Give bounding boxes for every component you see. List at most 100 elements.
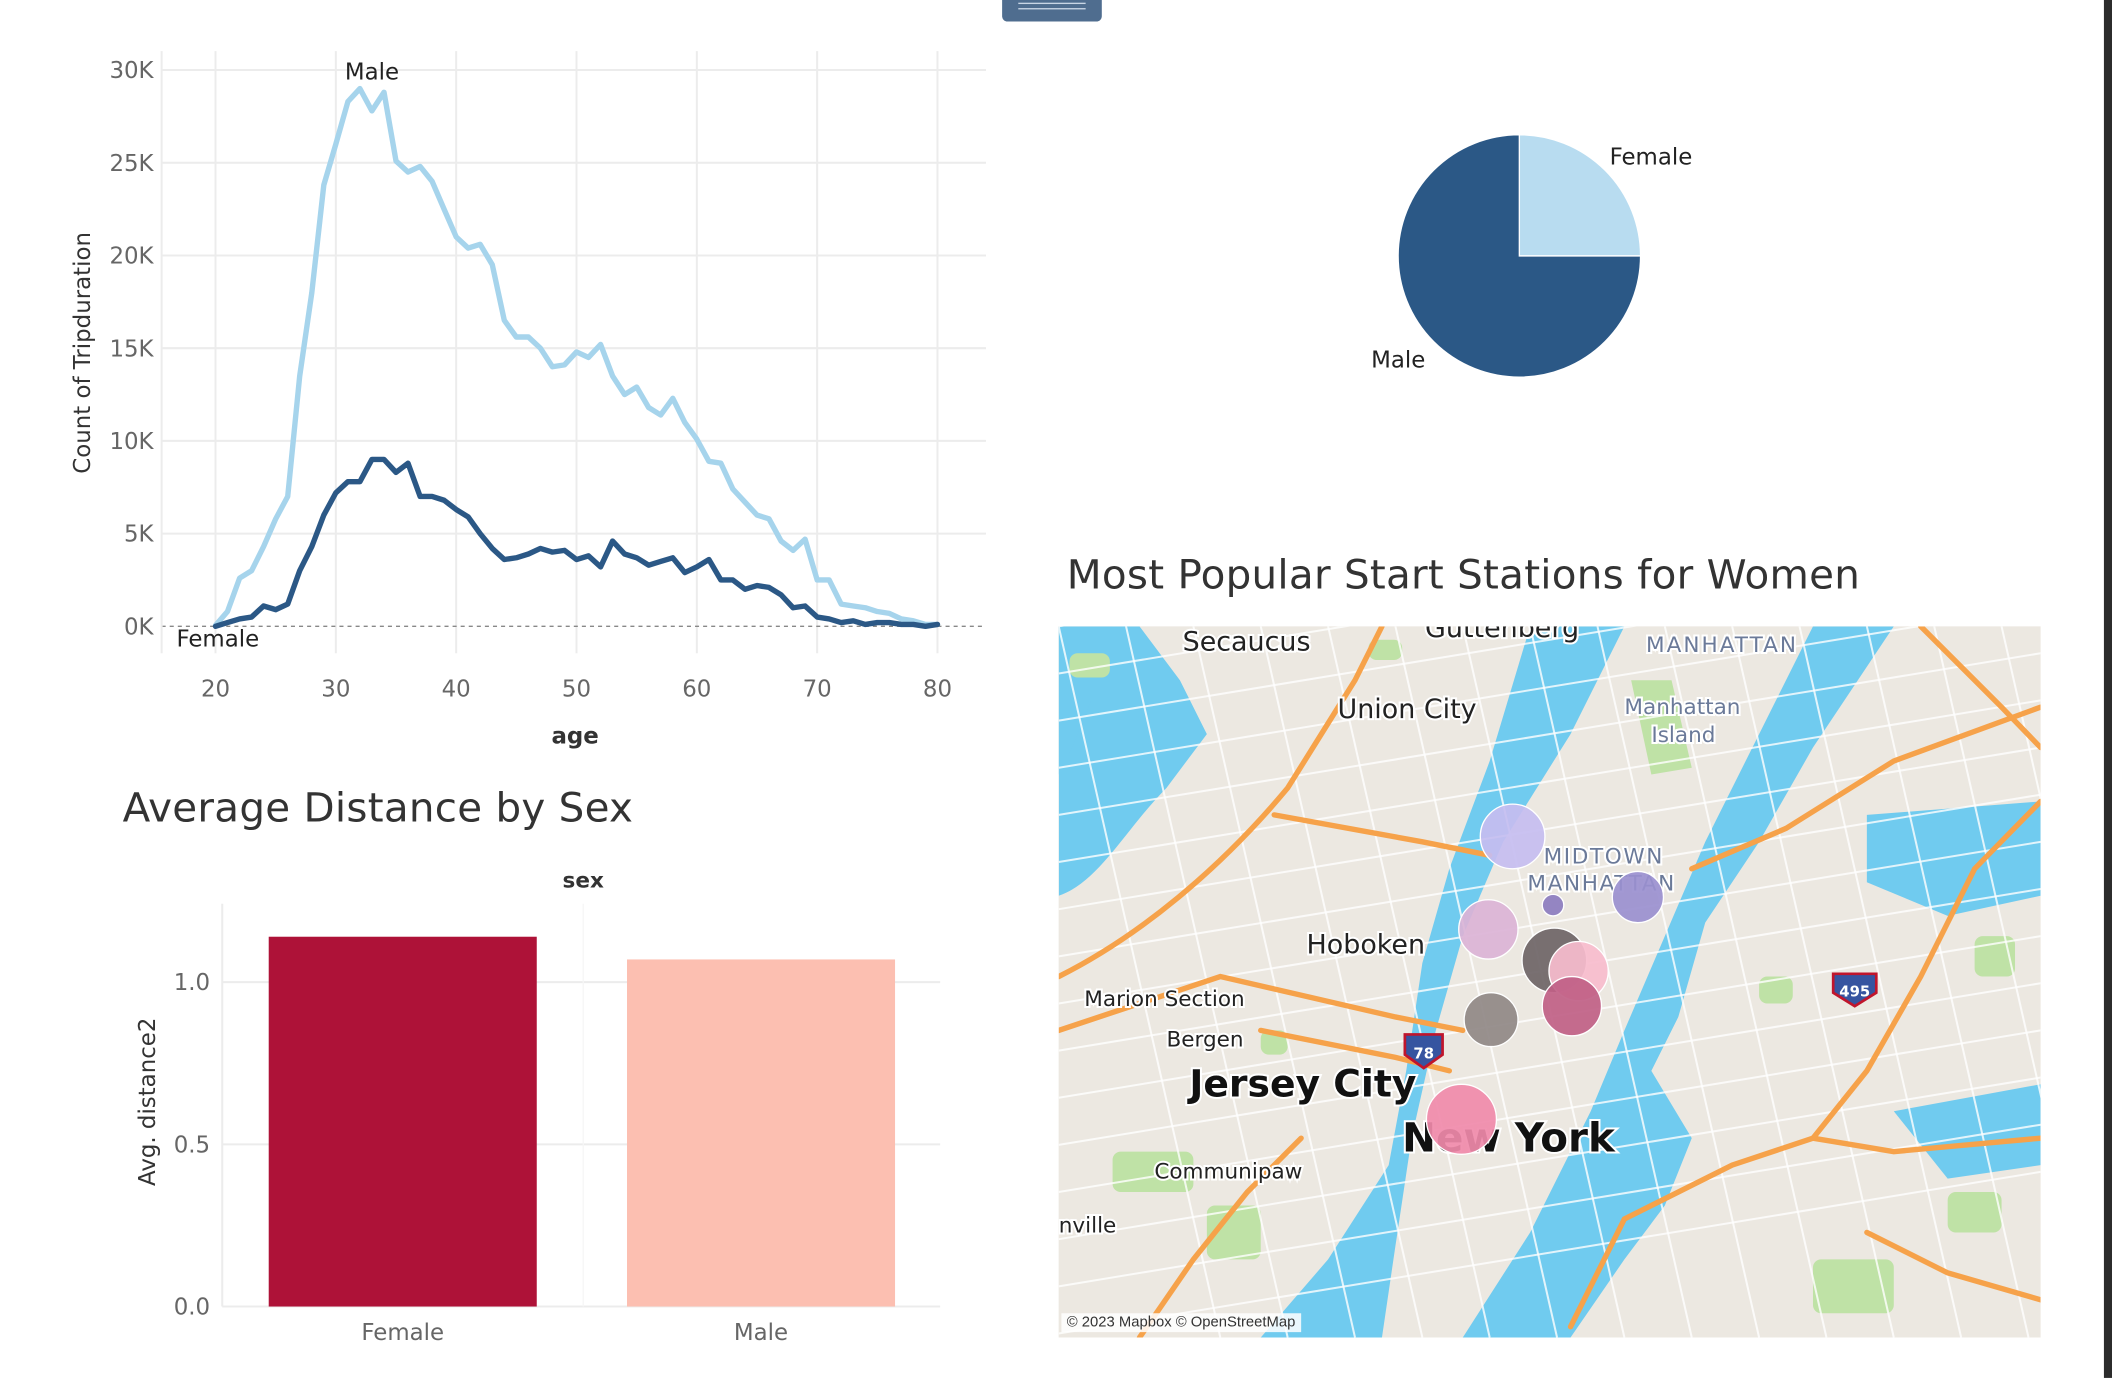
x-tick-label: 30 [321, 676, 350, 702]
pie-slice-male [1397, 134, 1642, 378]
station-marker [1611, 870, 1665, 924]
station-marker [1463, 992, 1519, 1048]
street [1058, 1170, 2041, 1335]
east-river-north [1590, 626, 1894, 1112]
station-marker [1458, 899, 1519, 960]
park [1947, 1192, 2002, 1233]
map-label-manhattan_island_2: Island [1651, 723, 1715, 748]
highway [1271, 812, 1493, 859]
map-label-hoboken: Hoboken [1307, 930, 1426, 961]
street [1865, 626, 2030, 1338]
interstate-78-shield [1403, 1033, 1444, 1070]
x-tick-label: 40 [442, 676, 471, 702]
park [1112, 1151, 1194, 1193]
map-label-communipaw: Communipaw [1154, 1160, 1302, 1185]
pie-slice-female [1518, 134, 1642, 257]
average-distance-bar-chart: sex 0.0 0.5 1.0 Avg. distance2 Female Male [135, 869, 941, 1346]
y-tick-label: 10K [109, 429, 154, 455]
street [1058, 626, 1638, 722]
street [1058, 1123, 2041, 1288]
x-tick-label: 80 [923, 676, 952, 702]
trip-count-by-age-line-chart: 20 30 40 50 60 70 80 0K 5K 10K 15K 20K 25K 30K age Coun… [70, 51, 986, 750]
map-label-midtown_1: MIDTOWN [1544, 844, 1664, 869]
series-line-female [212, 456, 941, 630]
bar-column-header: sex [563, 869, 604, 894]
highway [1567, 1135, 2041, 1330]
y-tick-label: 15K [109, 336, 154, 362]
y-tick-label: 0.0 [174, 1295, 210, 1321]
street [1058, 626, 1222, 1338]
highway [1689, 704, 2041, 872]
hudson-river [1260, 626, 1625, 1338]
y-tick-label: 5K [124, 522, 155, 548]
series-line-male [212, 85, 941, 629]
street [1058, 982, 2041, 1146]
highway [1136, 1135, 1304, 1338]
highway [1918, 626, 2041, 751]
bar-male [627, 959, 896, 1307]
newtown-creek [1893, 1084, 2041, 1179]
scrollbar-edge [2103, 0, 2112, 1378]
street [1529, 626, 1693, 1338]
map-attribution[interactable]: © 2023 Mapbox © OpenStreetMap [1061, 1313, 1301, 1333]
x-tick-label: Female [361, 1320, 444, 1346]
pie-label-male: Male [1371, 348, 1425, 374]
x-tick-label: 50 [562, 676, 591, 702]
y-tick-label: 1.0 [174, 970, 210, 996]
park [1812, 1259, 1894, 1314]
x-tick-label: 60 [682, 676, 711, 702]
y-tick-label: 25K [109, 151, 154, 177]
street [1259, 626, 1424, 1338]
map-label-marion_section: Marion Section [1084, 987, 1244, 1012]
street [1731, 626, 1895, 1338]
shield-78-label: 78 [1413, 1046, 1434, 1063]
sex-share-pie-chart: Female Male [1371, 134, 1692, 378]
map-label-bergen: Bergen [1166, 1028, 1243, 1053]
highway [1058, 973, 1466, 1034]
east-river-south [1462, 1070, 1692, 1338]
street [1058, 793, 2041, 958]
street [1058, 626, 1352, 675]
map-label-union_city: Union City [1338, 694, 1477, 725]
interstate-495-shield [1831, 972, 1878, 1008]
street [1058, 699, 2041, 864]
shield-495-label: 495 [1839, 984, 1870, 1001]
map-label-guttenberg: Guttenberg [1425, 626, 1579, 644]
y-tick-label: 0K [124, 614, 155, 640]
bar-chart-title: Average Distance by Sex [122, 785, 634, 833]
station-marker [1479, 803, 1546, 870]
park [1759, 976, 1793, 1004]
highway [1810, 798, 2041, 1141]
street [1192, 626, 1357, 1338]
street [1058, 652, 2041, 816]
street [1058, 626, 1925, 769]
street [1663, 626, 1828, 1338]
x-axis-title: age [551, 724, 598, 750]
y-axis-title: Avg. distance2 [135, 1018, 161, 1186]
map-label-jersey_city: Jersey City [1186, 1061, 1416, 1105]
series-label-male: Male [345, 59, 399, 85]
map-label-secaucus: Secaucus [1183, 627, 1311, 658]
hackensack-river [1058, 626, 1207, 896]
y-tick-label: 20K [109, 244, 154, 270]
map-title: Most Popular Start Stations for Women [1066, 552, 1861, 600]
x-tick-label: Male [734, 1320, 788, 1346]
highway [1058, 626, 1385, 980]
y-tick-label: 30K [109, 58, 154, 84]
flushing-bay [1866, 801, 2041, 916]
street [1596, 626, 1761, 1338]
station-marker [1425, 1083, 1498, 1156]
y-axis-title: Count of Tripduration [70, 232, 96, 474]
menu-toggle-button[interactable] [1002, 0, 1102, 22]
start-stations-map[interactable]: 495 78 Secaucus Guttenberg MANHATTAN Manhatta… [1058, 626, 2041, 1338]
map-label-nville: nville [1059, 1213, 1117, 1238]
station-marker [1541, 893, 1565, 917]
central-park [1631, 680, 1692, 775]
highway [1864, 1229, 2041, 1303]
series-label-female: Female [176, 627, 259, 653]
street [1933, 626, 2041, 1100]
map-label-manhattan_island_1: Manhattan [1624, 695, 1740, 720]
park [1368, 639, 1403, 661]
street [1058, 1076, 2041, 1241]
